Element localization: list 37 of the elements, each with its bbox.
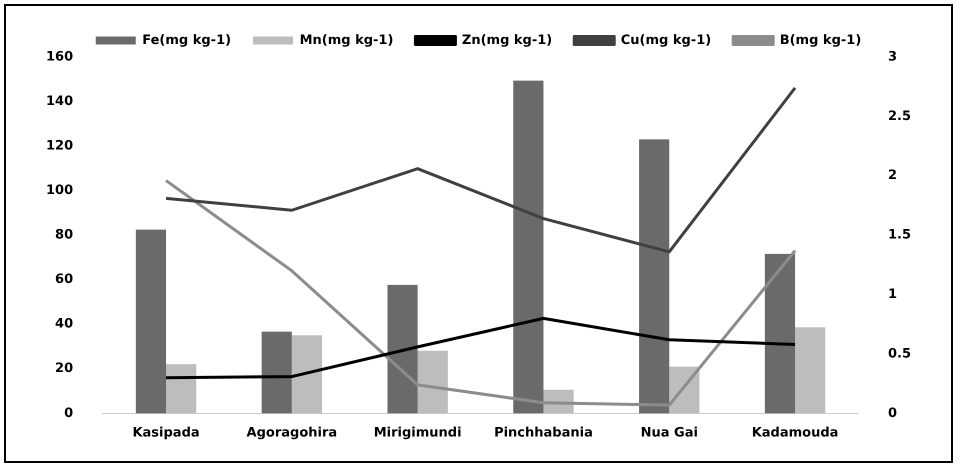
legend-label: Fe(mg kg-1) (142, 32, 232, 48)
bar (795, 327, 826, 414)
x-tick-label: Nua Gai (640, 426, 698, 441)
y-tick-label: 120 (46, 138, 74, 154)
bar (764, 254, 796, 414)
x-tick-label: Mirigimundi (374, 426, 462, 441)
y2-tick-label: 1.5 (888, 228, 911, 243)
x-tick-label: Kadamouda (752, 426, 838, 441)
bar (136, 230, 166, 414)
y-tick-label: 100 (46, 183, 74, 198)
y-tick-label: 60 (55, 272, 74, 288)
y-tick-label: 0 (64, 406, 74, 421)
y2-tick-label: 3 (888, 49, 898, 64)
bar (418, 350, 448, 414)
bar (387, 284, 418, 414)
y-tick-label: 20 (55, 361, 74, 376)
y2-tick-label: 2 (888, 168, 898, 184)
x-tick-label: Pinchhabania (494, 426, 593, 441)
bar (513, 80, 544, 414)
y2-tick-label: 0.5 (888, 346, 911, 362)
y2-tick-label: 1 (888, 286, 898, 302)
bar (292, 335, 322, 414)
y-tick-label: 40 (55, 316, 74, 332)
y-tick-label: 80 (55, 228, 74, 243)
legend-label: Mn(mg kg-1) (300, 32, 394, 48)
bar (166, 364, 196, 414)
legend-label: Cu(mg kg-1) (620, 32, 712, 48)
y2-tick-label: 2.5 (888, 108, 911, 124)
x-tick-label: Kasipada (132, 426, 200, 441)
y2-tick-label: 0 (888, 406, 898, 421)
bar (639, 139, 670, 414)
legend-label: B(mg kg-1) (780, 32, 862, 48)
y-tick-label: 140 (46, 94, 74, 109)
bar (262, 332, 292, 414)
y-tick-label: 160 (46, 49, 74, 64)
x-tick-label: Agoragohira (246, 426, 338, 441)
legend-label: Zn(mg kg-1) (462, 32, 552, 48)
